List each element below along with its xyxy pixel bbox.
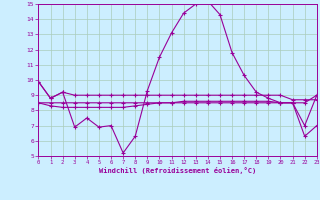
X-axis label: Windchill (Refroidissement éolien,°C): Windchill (Refroidissement éolien,°C)	[99, 167, 256, 174]
